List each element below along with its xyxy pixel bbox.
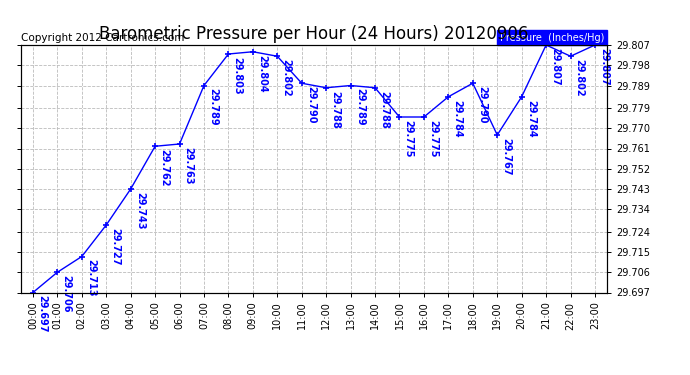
Text: 29.789: 29.789: [208, 88, 218, 126]
Text: 29.788: 29.788: [331, 90, 340, 128]
Text: 29.767: 29.767: [502, 138, 511, 175]
Text: 29.788: 29.788: [380, 90, 389, 128]
Text: Copyright 2012 Cartronics.com: Copyright 2012 Cartronics.com: [21, 33, 184, 42]
Text: 29.784: 29.784: [526, 99, 536, 137]
Text: 29.727: 29.727: [110, 228, 120, 265]
Text: 29.790: 29.790: [477, 86, 487, 123]
Text: 29.763: 29.763: [184, 147, 194, 184]
Text: 29.789: 29.789: [355, 88, 365, 126]
Text: 29.802: 29.802: [575, 59, 584, 97]
Text: 29.803: 29.803: [233, 57, 243, 94]
Text: 29.706: 29.706: [61, 275, 72, 312]
Text: 29.802: 29.802: [282, 59, 291, 97]
Text: 29.790: 29.790: [306, 86, 316, 123]
Text: 29.784: 29.784: [453, 99, 462, 137]
Text: 29.804: 29.804: [257, 54, 267, 92]
Text: 29.743: 29.743: [135, 192, 145, 229]
Title: Barometric Pressure per Hour (24 Hours) 20120906: Barometric Pressure per Hour (24 Hours) …: [99, 26, 529, 44]
Text: 29.762: 29.762: [159, 149, 169, 186]
Text: 29.713: 29.713: [86, 259, 96, 297]
Text: 29.775: 29.775: [404, 120, 413, 157]
Text: 29.807: 29.807: [550, 48, 560, 86]
Text: 29.697: 29.697: [37, 295, 47, 333]
Text: 29.807: 29.807: [599, 48, 609, 86]
Text: 29.775: 29.775: [428, 120, 438, 157]
Text: Pressure  (Inches/Hg): Pressure (Inches/Hg): [500, 33, 604, 42]
